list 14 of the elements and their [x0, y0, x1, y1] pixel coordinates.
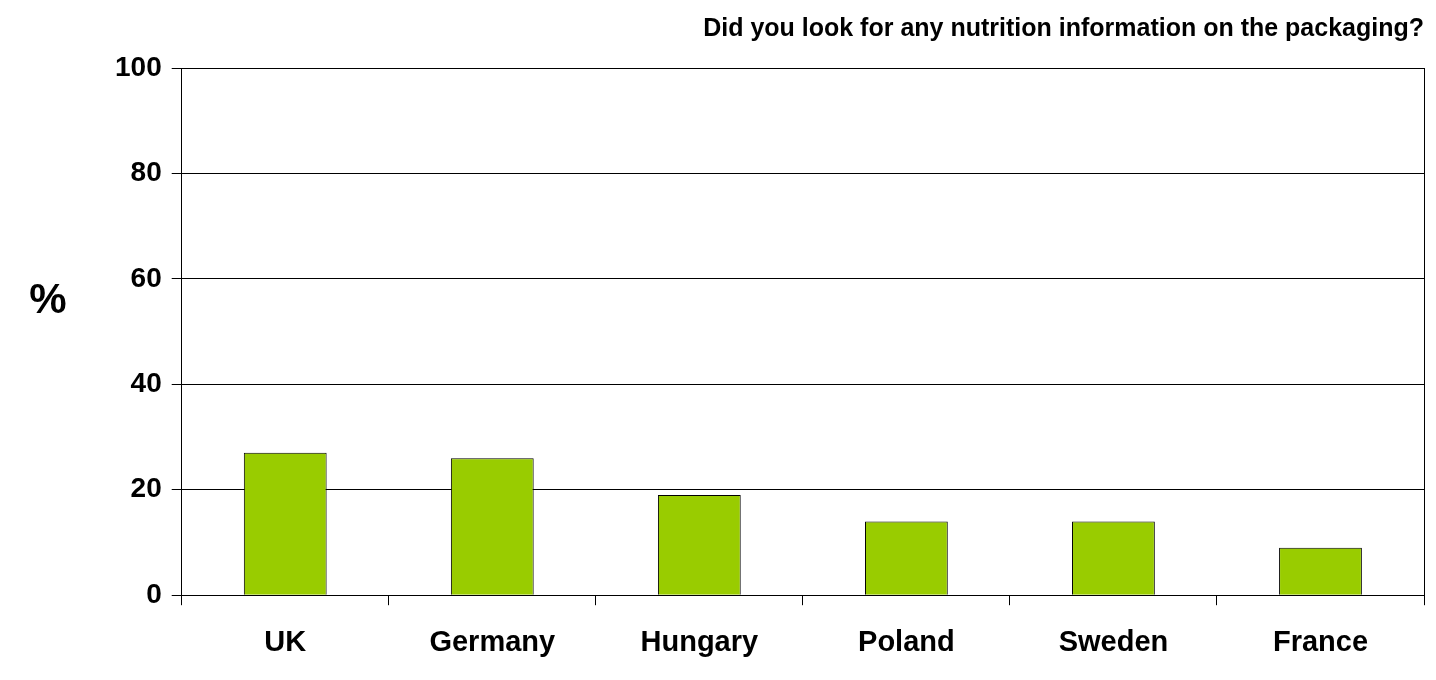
x-tick-label: Hungary	[640, 624, 759, 657]
x-tick-label: Germany	[429, 624, 556, 657]
y-tick-label: 100	[115, 50, 162, 82]
x-tick-label: UK	[264, 624, 307, 657]
y-tick-label: 80	[130, 156, 162, 188]
y-tick-label: 60	[130, 261, 162, 293]
y-tick-label: 40	[130, 367, 162, 399]
x-tick-label: France	[1272, 624, 1369, 657]
x-tick-label: Poland	[858, 624, 955, 657]
x-tick-label: Sweden	[1058, 624, 1169, 657]
chart-title: Did you look for any nutrition information on the packaging?	[703, 12, 1424, 41]
y-tick-label: 0	[146, 577, 162, 609]
y-tick-label: 20	[130, 472, 162, 504]
y-axis-title: %	[29, 275, 67, 323]
